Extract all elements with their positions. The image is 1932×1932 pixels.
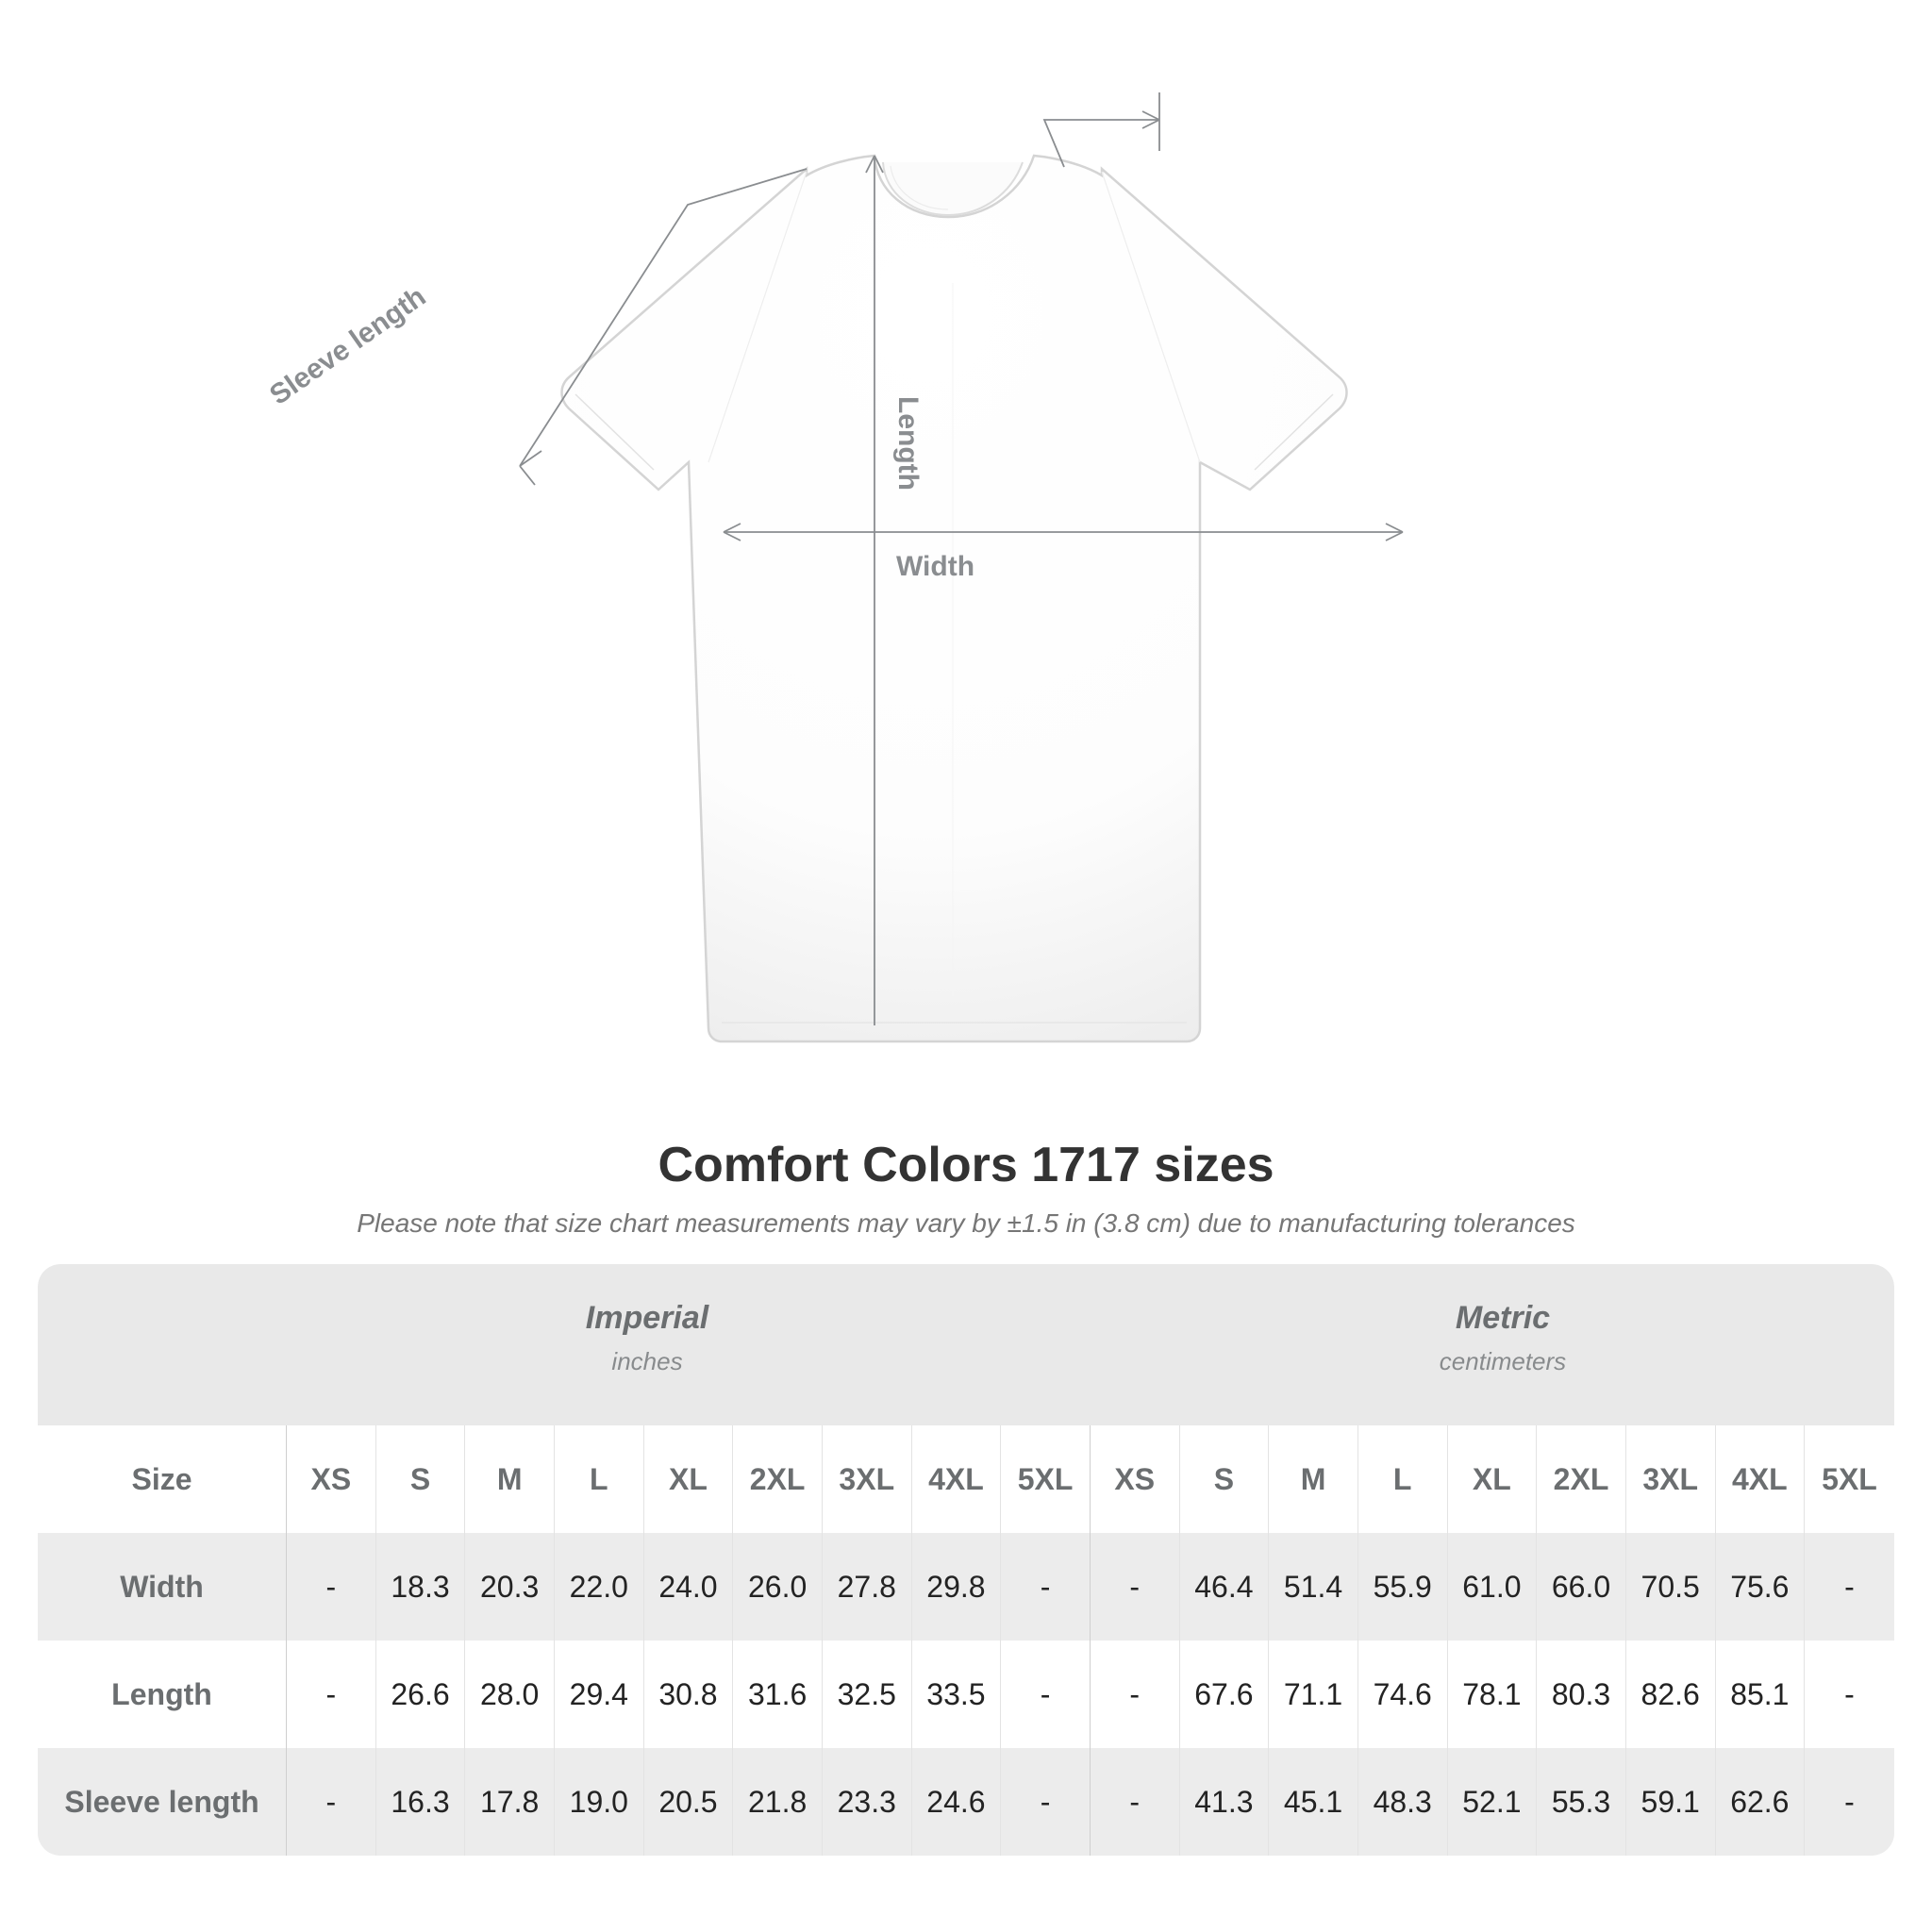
svg-text:Width: Width xyxy=(896,551,974,582)
svg-text:Sleeve length: Sleeve length xyxy=(264,281,431,411)
svg-text:Length: Length xyxy=(892,396,924,491)
